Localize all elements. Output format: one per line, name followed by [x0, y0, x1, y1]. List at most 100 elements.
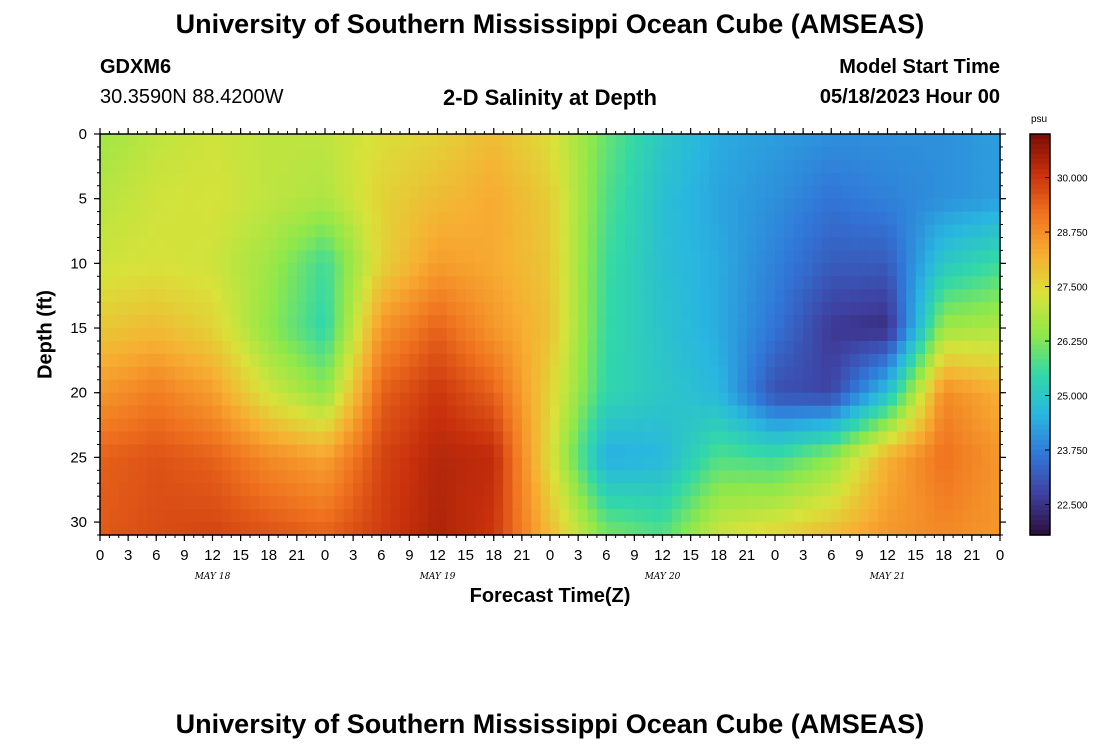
heatmap-cell [906, 457, 917, 471]
heatmap-cell [259, 457, 270, 471]
heatmap-cell [915, 134, 926, 148]
heatmap-cell [662, 418, 673, 433]
heatmap-cell [850, 146, 860, 161]
heatmap-cell [193, 431, 204, 446]
heatmap-cell [981, 263, 992, 277]
heatmap-cell [221, 224, 232, 239]
heatmap-cell [812, 185, 823, 200]
heatmap-cell [896, 496, 907, 510]
heatmap-cell [475, 315, 485, 329]
heatmap-cell [906, 405, 917, 420]
x-tick-label: 21 [289, 547, 306, 564]
heatmap-cell [896, 470, 907, 484]
heatmap-cell [784, 392, 795, 407]
heatmap-cell [109, 237, 120, 252]
heatmap-cell [296, 237, 307, 252]
heatmap-cell [896, 134, 907, 148]
heatmap-cell [315, 159, 326, 174]
heatmap-cell [118, 224, 129, 239]
heatmap-cell [606, 340, 617, 355]
heatmap-cell [662, 457, 673, 471]
x-tick-label: 18 [710, 547, 727, 564]
heatmap-cell [465, 198, 476, 213]
heatmap-cell [343, 366, 354, 381]
heatmap-cell [737, 353, 748, 368]
heatmap-cell [681, 496, 692, 510]
heatmap-cell [681, 224, 692, 239]
heatmap-cell [568, 159, 579, 174]
heatmap-cell [821, 146, 832, 161]
heatmap-cell [765, 483, 776, 497]
heatmap-cell [915, 185, 926, 200]
heatmap-cell [231, 159, 242, 174]
heatmap-cell [671, 315, 682, 329]
heatmap-cell [671, 431, 682, 446]
heatmap-cell [100, 185, 110, 200]
heatmap-cell [390, 418, 401, 433]
heatmap-cell [362, 405, 373, 420]
heatmap-cell [381, 302, 392, 316]
heatmap-cell [990, 418, 1001, 433]
heatmap-cell [475, 328, 485, 342]
heatmap-cell [728, 353, 739, 368]
heatmap-cell [371, 198, 382, 213]
heatmap-cell [109, 289, 120, 303]
heatmap-cell [156, 146, 167, 161]
heatmap-cell [568, 483, 579, 497]
heatmap-cell [765, 522, 776, 536]
heatmap-cell [475, 405, 485, 420]
heatmap-cell [700, 146, 710, 161]
heatmap-cell [100, 431, 110, 446]
heatmap-cell [550, 496, 560, 510]
heatmap-cell [465, 522, 476, 536]
heatmap-cell [250, 302, 260, 316]
heatmap-cell [531, 146, 542, 161]
heatmap-cell [896, 263, 907, 277]
heatmap-cell [850, 431, 860, 446]
heatmap-cell [550, 509, 560, 523]
heatmap-cell [503, 211, 514, 226]
heatmap-cell [615, 496, 626, 510]
heatmap-cell [728, 289, 739, 303]
heatmap-cell [165, 353, 176, 368]
heatmap-cell [484, 470, 495, 484]
heatmap-cell [943, 379, 954, 394]
heatmap-cell [578, 224, 589, 239]
heatmap-cell [512, 366, 523, 381]
heatmap-cell [531, 134, 542, 148]
heatmap-cell [700, 276, 710, 290]
heatmap-cell [671, 211, 682, 226]
heatmap-cell [878, 509, 889, 523]
heatmap-cell [428, 522, 439, 536]
heatmap-cell [221, 185, 232, 200]
heatmap-cell [596, 418, 607, 433]
heatmap-cell [896, 328, 907, 342]
heatmap-cell [118, 366, 129, 381]
heatmap-cell [906, 211, 917, 226]
heatmap-cell [362, 470, 373, 484]
heatmap-cell [943, 172, 954, 187]
heatmap-cell [146, 353, 157, 368]
heatmap-cell [165, 431, 176, 446]
heatmap-cell [625, 146, 635, 161]
heatmap-cell [325, 444, 335, 458]
heatmap-cell [850, 509, 860, 523]
heatmap-cell [484, 172, 495, 187]
heatmap-cell [503, 159, 514, 174]
heatmap-cell [625, 522, 635, 536]
heatmap-cell [943, 470, 954, 484]
heatmap-cell [268, 237, 279, 252]
heatmap-cell [221, 392, 232, 407]
heatmap-cell [465, 315, 476, 329]
heatmap-cell [503, 457, 514, 471]
heatmap-cell [971, 146, 982, 161]
heatmap-cell [334, 483, 345, 497]
heatmap-cell [221, 496, 232, 510]
heatmap-cell [943, 146, 954, 161]
heatmap-cell [353, 146, 364, 161]
heatmap-cell [437, 276, 448, 290]
heatmap-cell [737, 328, 748, 342]
heatmap-cell [681, 172, 692, 187]
heatmap-cell [578, 315, 589, 329]
heatmap-cell [821, 418, 832, 433]
